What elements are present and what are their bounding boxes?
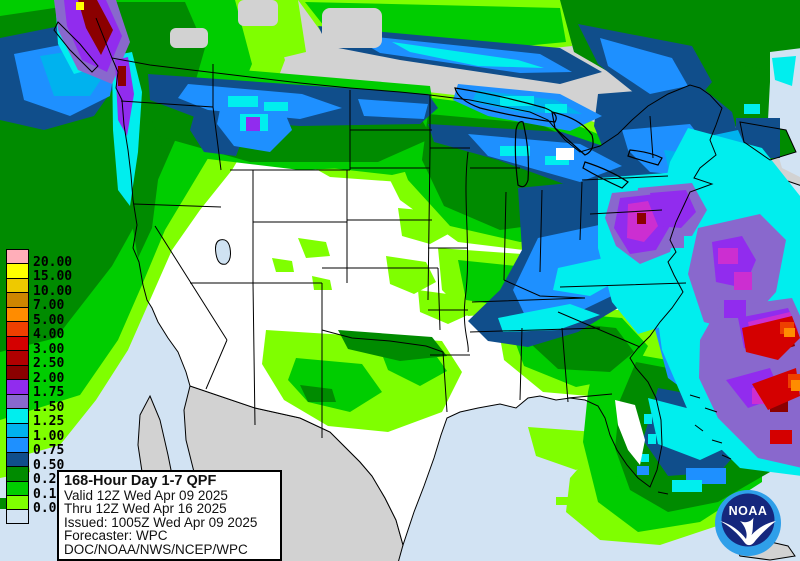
- legend-label: 20.00: [33, 255, 73, 270]
- legend-label: 3.00: [33, 341, 65, 357]
- valid-time: Valid 12Z Wed Apr 09 2025: [64, 488, 228, 503]
- agency-line: DOC/NOAA/NWS/NCEP/WPC: [64, 541, 248, 557]
- legend-label: 2.50: [33, 356, 65, 372]
- precip-layer-5-00in: [784, 328, 800, 391]
- issued-time: Issued: 1005Z Wed Apr 09 2025: [64, 514, 258, 530]
- legend-label: 1.25: [33, 414, 65, 430]
- legend-swatch: [6, 277, 29, 294]
- legend-swatch: [6, 466, 29, 482]
- seagull-icon: [720, 517, 776, 546]
- legend-label: 0.01: [33, 500, 65, 516]
- legend-label: 0.25: [33, 472, 65, 488]
- legend-swatch-blank: [6, 509, 29, 524]
- legend-label: 1.75: [33, 385, 65, 401]
- great-lakes-outlines: [454, 87, 663, 189]
- legend-swatch: [6, 249, 29, 265]
- forecast-info-box: 168-Hour Day 1-7 QPF Valid 12Z Wed Apr 0…: [57, 470, 282, 561]
- legend-label: 2.00: [33, 370, 65, 386]
- legend-swatch: [6, 480, 29, 496]
- forecaster: Forecaster: WPC: [64, 528, 168, 544]
- legend-label: 5.00: [33, 312, 65, 328]
- legend-label: 7.00: [33, 298, 65, 314]
- legend-label: 15.00: [33, 269, 73, 285]
- forecast-title: 168-Hour Day 1-7 QPF: [64, 473, 217, 489]
- legend-label: 10.00: [33, 283, 73, 299]
- noaa-logo: NOAA: [715, 490, 781, 556]
- legend-label: 1.00: [33, 428, 65, 444]
- legend-label: 4.00: [33, 327, 65, 343]
- legend-swatch: [6, 422, 29, 439]
- thru-time: Thru 12Z Wed Apr 16 2025: [64, 501, 227, 517]
- legend-swatch: [6, 393, 29, 410]
- legend-label: 0.75: [33, 443, 65, 459]
- legend-swatch: [6, 292, 29, 308]
- no-precip-holes: [556, 148, 645, 465]
- legend-swatch: [6, 364, 29, 381]
- legend-label: 0.10: [33, 486, 65, 502]
- legend-swatch: [6, 451, 29, 468]
- legend-swatch: [6, 263, 29, 279]
- qpf-color-scale: 20.00 15.00 10.00 7.00 5.00 4.00 3.00 2.…: [6, 249, 86, 524]
- legend-swatch: [6, 408, 29, 424]
- legend-swatch: [6, 379, 29, 395]
- legend-label: 0.50: [33, 457, 65, 473]
- legend-swatch: [6, 350, 29, 366]
- legend-swatch: [6, 437, 29, 453]
- noaa-logo-text: NOAA: [729, 504, 768, 518]
- state-and-coast-borders: [53, 17, 797, 547]
- legend-swatch: [6, 321, 29, 337]
- legend-label: 1.50: [33, 399, 65, 415]
- legend-swatch: [6, 335, 29, 352]
- legend-swatch: [6, 306, 29, 323]
- canada-dry-patches: [170, 0, 382, 48]
- great-salt-lake: [215, 239, 231, 265]
- precip-yellow-core-vancouver: [76, 2, 84, 10]
- legend-swatch: [6, 494, 29, 511]
